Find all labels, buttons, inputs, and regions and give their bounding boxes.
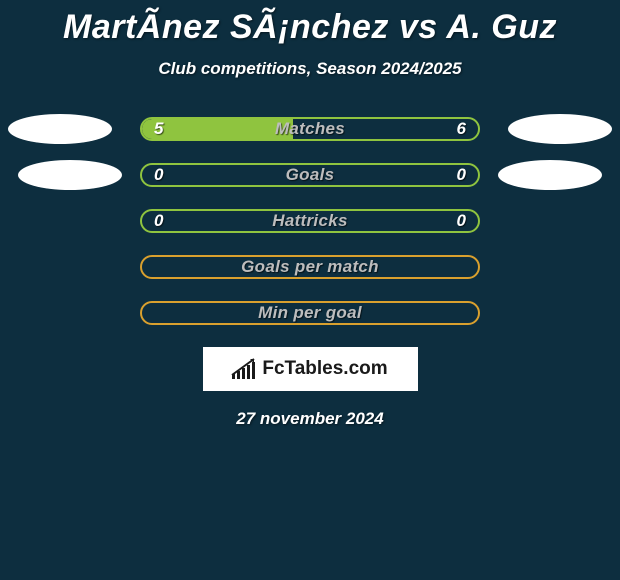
- comparison-row: Goals per match: [0, 255, 620, 279]
- stat-label: Matches: [142, 119, 478, 139]
- stat-value-left: 0: [154, 211, 163, 231]
- stat-label: Goals: [142, 165, 478, 185]
- stat-bar: Matches5 6: [140, 117, 480, 141]
- logo-chart-icon: [232, 359, 258, 379]
- comparison-subtitle: Club competitions, Season 2024/2025: [0, 59, 620, 79]
- stat-bar: Goals per match: [140, 255, 480, 279]
- stat-value-right: 6: [457, 119, 466, 139]
- player-right-badge: [508, 114, 612, 144]
- player-right-badge: [498, 160, 602, 190]
- stat-value-right: 0: [457, 211, 466, 231]
- comparison-row: Min per goal: [0, 301, 620, 325]
- generation-date: 27 november 2024: [0, 409, 620, 429]
- comparison-row: Hattricks0 0: [0, 209, 620, 233]
- stat-label: Min per goal: [142, 303, 478, 323]
- stat-value-right: 0: [457, 165, 466, 185]
- logo-text: FcTables.com: [262, 358, 387, 380]
- fctables-logo: FcTables.com: [203, 347, 418, 391]
- stat-label: Goals per match: [142, 257, 478, 277]
- stat-value-left: 5: [154, 119, 163, 139]
- stat-bar: Goals0 0: [140, 163, 480, 187]
- comparison-rows: Matches56Goals00Hattricks00Goals per mat…: [0, 117, 620, 325]
- comparison-row: Matches5 6: [0, 117, 620, 141]
- stat-value-left: 0: [154, 165, 163, 185]
- logo-arrow-icon: [230, 355, 260, 379]
- stat-label: Hattricks: [142, 211, 478, 231]
- stat-bar: Hattricks0 0: [140, 209, 480, 233]
- player-left-badge: [18, 160, 122, 190]
- comparison-row: Goals0 0: [0, 163, 620, 187]
- stat-bar: Min per goal: [140, 301, 480, 325]
- player-left-badge: [8, 114, 112, 144]
- comparison-title: MartÃ­nez SÃ¡nchez vs A. Guz: [0, 0, 620, 47]
